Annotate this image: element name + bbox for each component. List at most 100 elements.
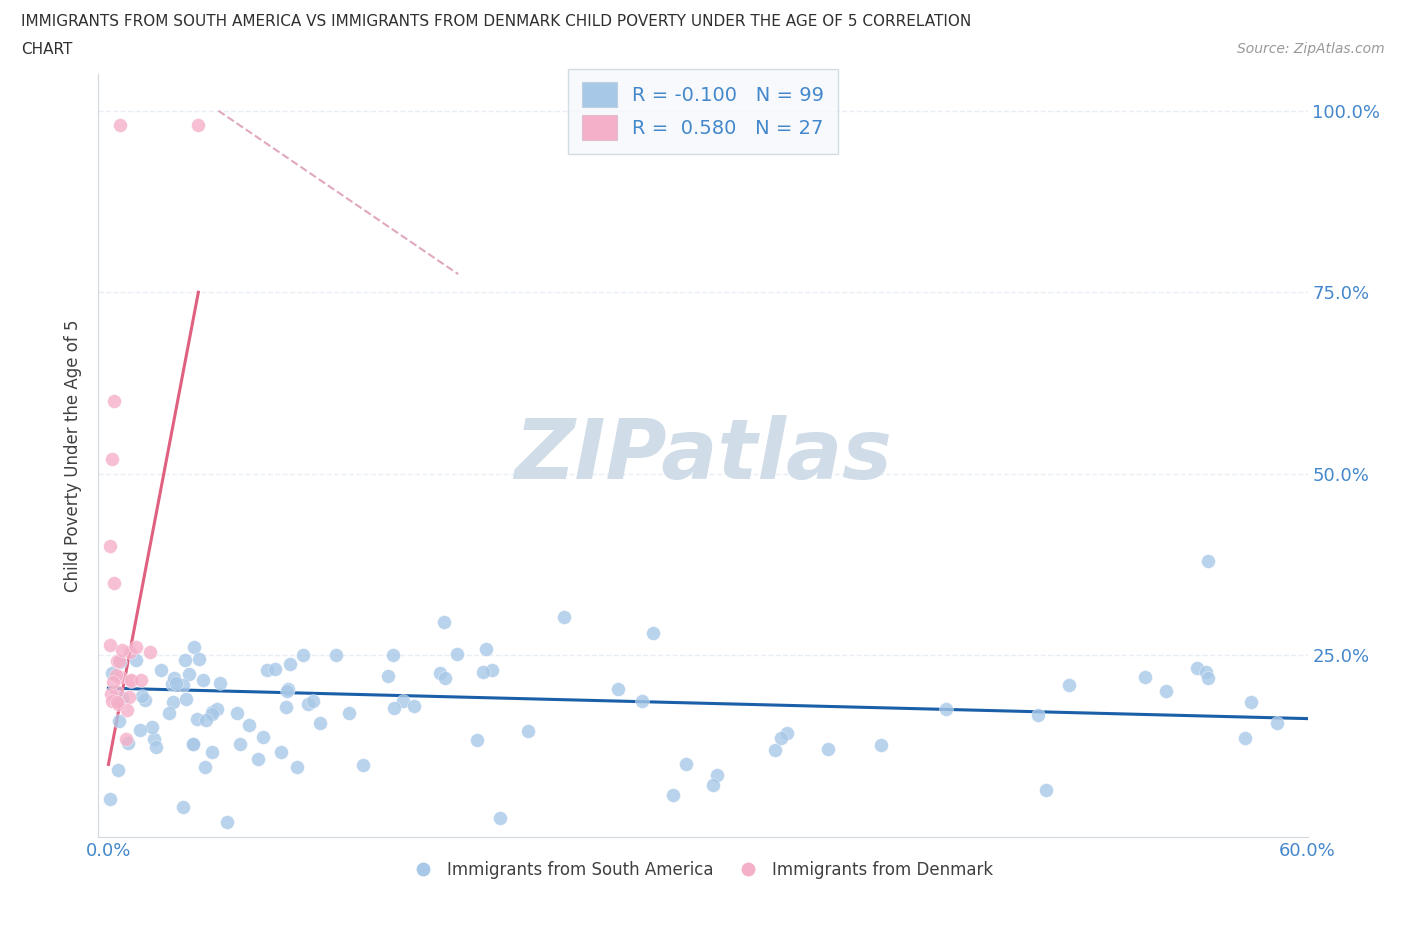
Point xyxy=(142,732,165,747)
Point xyxy=(1133,670,1156,684)
Point xyxy=(706,768,728,783)
Point xyxy=(162,695,184,710)
Point xyxy=(108,655,131,670)
Point xyxy=(111,643,134,658)
Point xyxy=(1156,684,1178,698)
Point xyxy=(134,693,156,708)
Point xyxy=(217,815,239,830)
Point xyxy=(382,700,405,715)
Point xyxy=(471,665,494,680)
Point xyxy=(162,671,184,685)
Point xyxy=(179,666,201,681)
Point xyxy=(118,690,141,705)
Point xyxy=(631,694,654,709)
Point xyxy=(105,685,128,700)
Point xyxy=(553,610,575,625)
Point xyxy=(100,686,122,701)
Point xyxy=(125,652,148,667)
Point xyxy=(181,737,204,751)
Point xyxy=(105,654,128,669)
Point xyxy=(302,694,325,709)
Point xyxy=(870,737,893,752)
Point xyxy=(172,678,194,693)
Point xyxy=(675,757,697,772)
Point xyxy=(100,791,122,806)
Point xyxy=(187,118,209,133)
Point xyxy=(662,788,685,803)
Point xyxy=(1026,708,1049,723)
Point xyxy=(1195,664,1218,679)
Point xyxy=(702,777,724,792)
Point xyxy=(100,638,122,653)
Point xyxy=(770,730,793,745)
Point xyxy=(139,644,162,659)
Point xyxy=(107,763,129,777)
Point xyxy=(776,725,799,740)
Point xyxy=(1035,782,1057,797)
Point xyxy=(297,697,319,711)
Point xyxy=(201,745,224,760)
Point xyxy=(475,642,498,657)
Point xyxy=(174,652,197,667)
Point xyxy=(1197,553,1219,568)
Point xyxy=(404,698,426,713)
Point xyxy=(225,705,247,720)
Point xyxy=(104,668,127,683)
Point xyxy=(433,615,456,630)
Point xyxy=(287,760,309,775)
Text: ZIPatlas: ZIPatlas xyxy=(515,415,891,497)
Point xyxy=(277,682,299,697)
Point xyxy=(643,626,665,641)
Point xyxy=(817,742,839,757)
Point xyxy=(1240,695,1263,710)
Point xyxy=(280,657,302,671)
Point xyxy=(433,671,456,685)
Point xyxy=(247,751,270,766)
Point xyxy=(183,639,205,654)
Text: Source: ZipAtlas.com: Source: ZipAtlas.com xyxy=(1237,42,1385,56)
Point xyxy=(382,647,405,662)
Point xyxy=(120,673,142,688)
Point xyxy=(160,676,183,691)
Point xyxy=(1265,715,1288,730)
Point xyxy=(1057,678,1080,693)
Point xyxy=(186,711,208,726)
Point xyxy=(108,713,131,728)
Point xyxy=(309,716,332,731)
Text: IMMIGRANTS FROM SOUTH AMERICA VS IMMIGRANTS FROM DENMARK CHILD POVERTY UNDER THE: IMMIGRANTS FROM SOUTH AMERICA VS IMMIGRA… xyxy=(21,14,972,29)
Text: CHART: CHART xyxy=(21,42,73,57)
Legend: Immigrants from South America, Immigrants from Denmark: Immigrants from South America, Immigrant… xyxy=(406,855,1000,886)
Point xyxy=(101,674,124,689)
Point xyxy=(291,647,314,662)
Point xyxy=(935,701,957,716)
Point xyxy=(107,697,129,711)
Point xyxy=(270,745,292,760)
Point xyxy=(188,652,211,667)
Y-axis label: Child Poverty Under the Age of 5: Child Poverty Under the Age of 5 xyxy=(65,319,83,592)
Point xyxy=(194,760,217,775)
Point xyxy=(145,739,167,754)
Point xyxy=(337,706,360,721)
Point xyxy=(101,694,124,709)
Point xyxy=(110,670,132,684)
Point xyxy=(325,647,347,662)
Point xyxy=(103,576,125,591)
Point xyxy=(763,742,786,757)
Point xyxy=(256,662,278,677)
Point xyxy=(150,662,173,677)
Point xyxy=(115,732,138,747)
Point xyxy=(481,662,503,677)
Point xyxy=(446,646,468,661)
Point xyxy=(238,717,260,732)
Point xyxy=(115,702,138,717)
Point xyxy=(465,733,488,748)
Point xyxy=(229,737,252,751)
Point xyxy=(205,701,228,716)
Point xyxy=(276,699,298,714)
Point xyxy=(1185,660,1208,675)
Point xyxy=(141,719,163,734)
Point xyxy=(377,669,399,684)
Point xyxy=(174,691,197,706)
Point xyxy=(191,672,214,687)
Point xyxy=(157,705,180,720)
